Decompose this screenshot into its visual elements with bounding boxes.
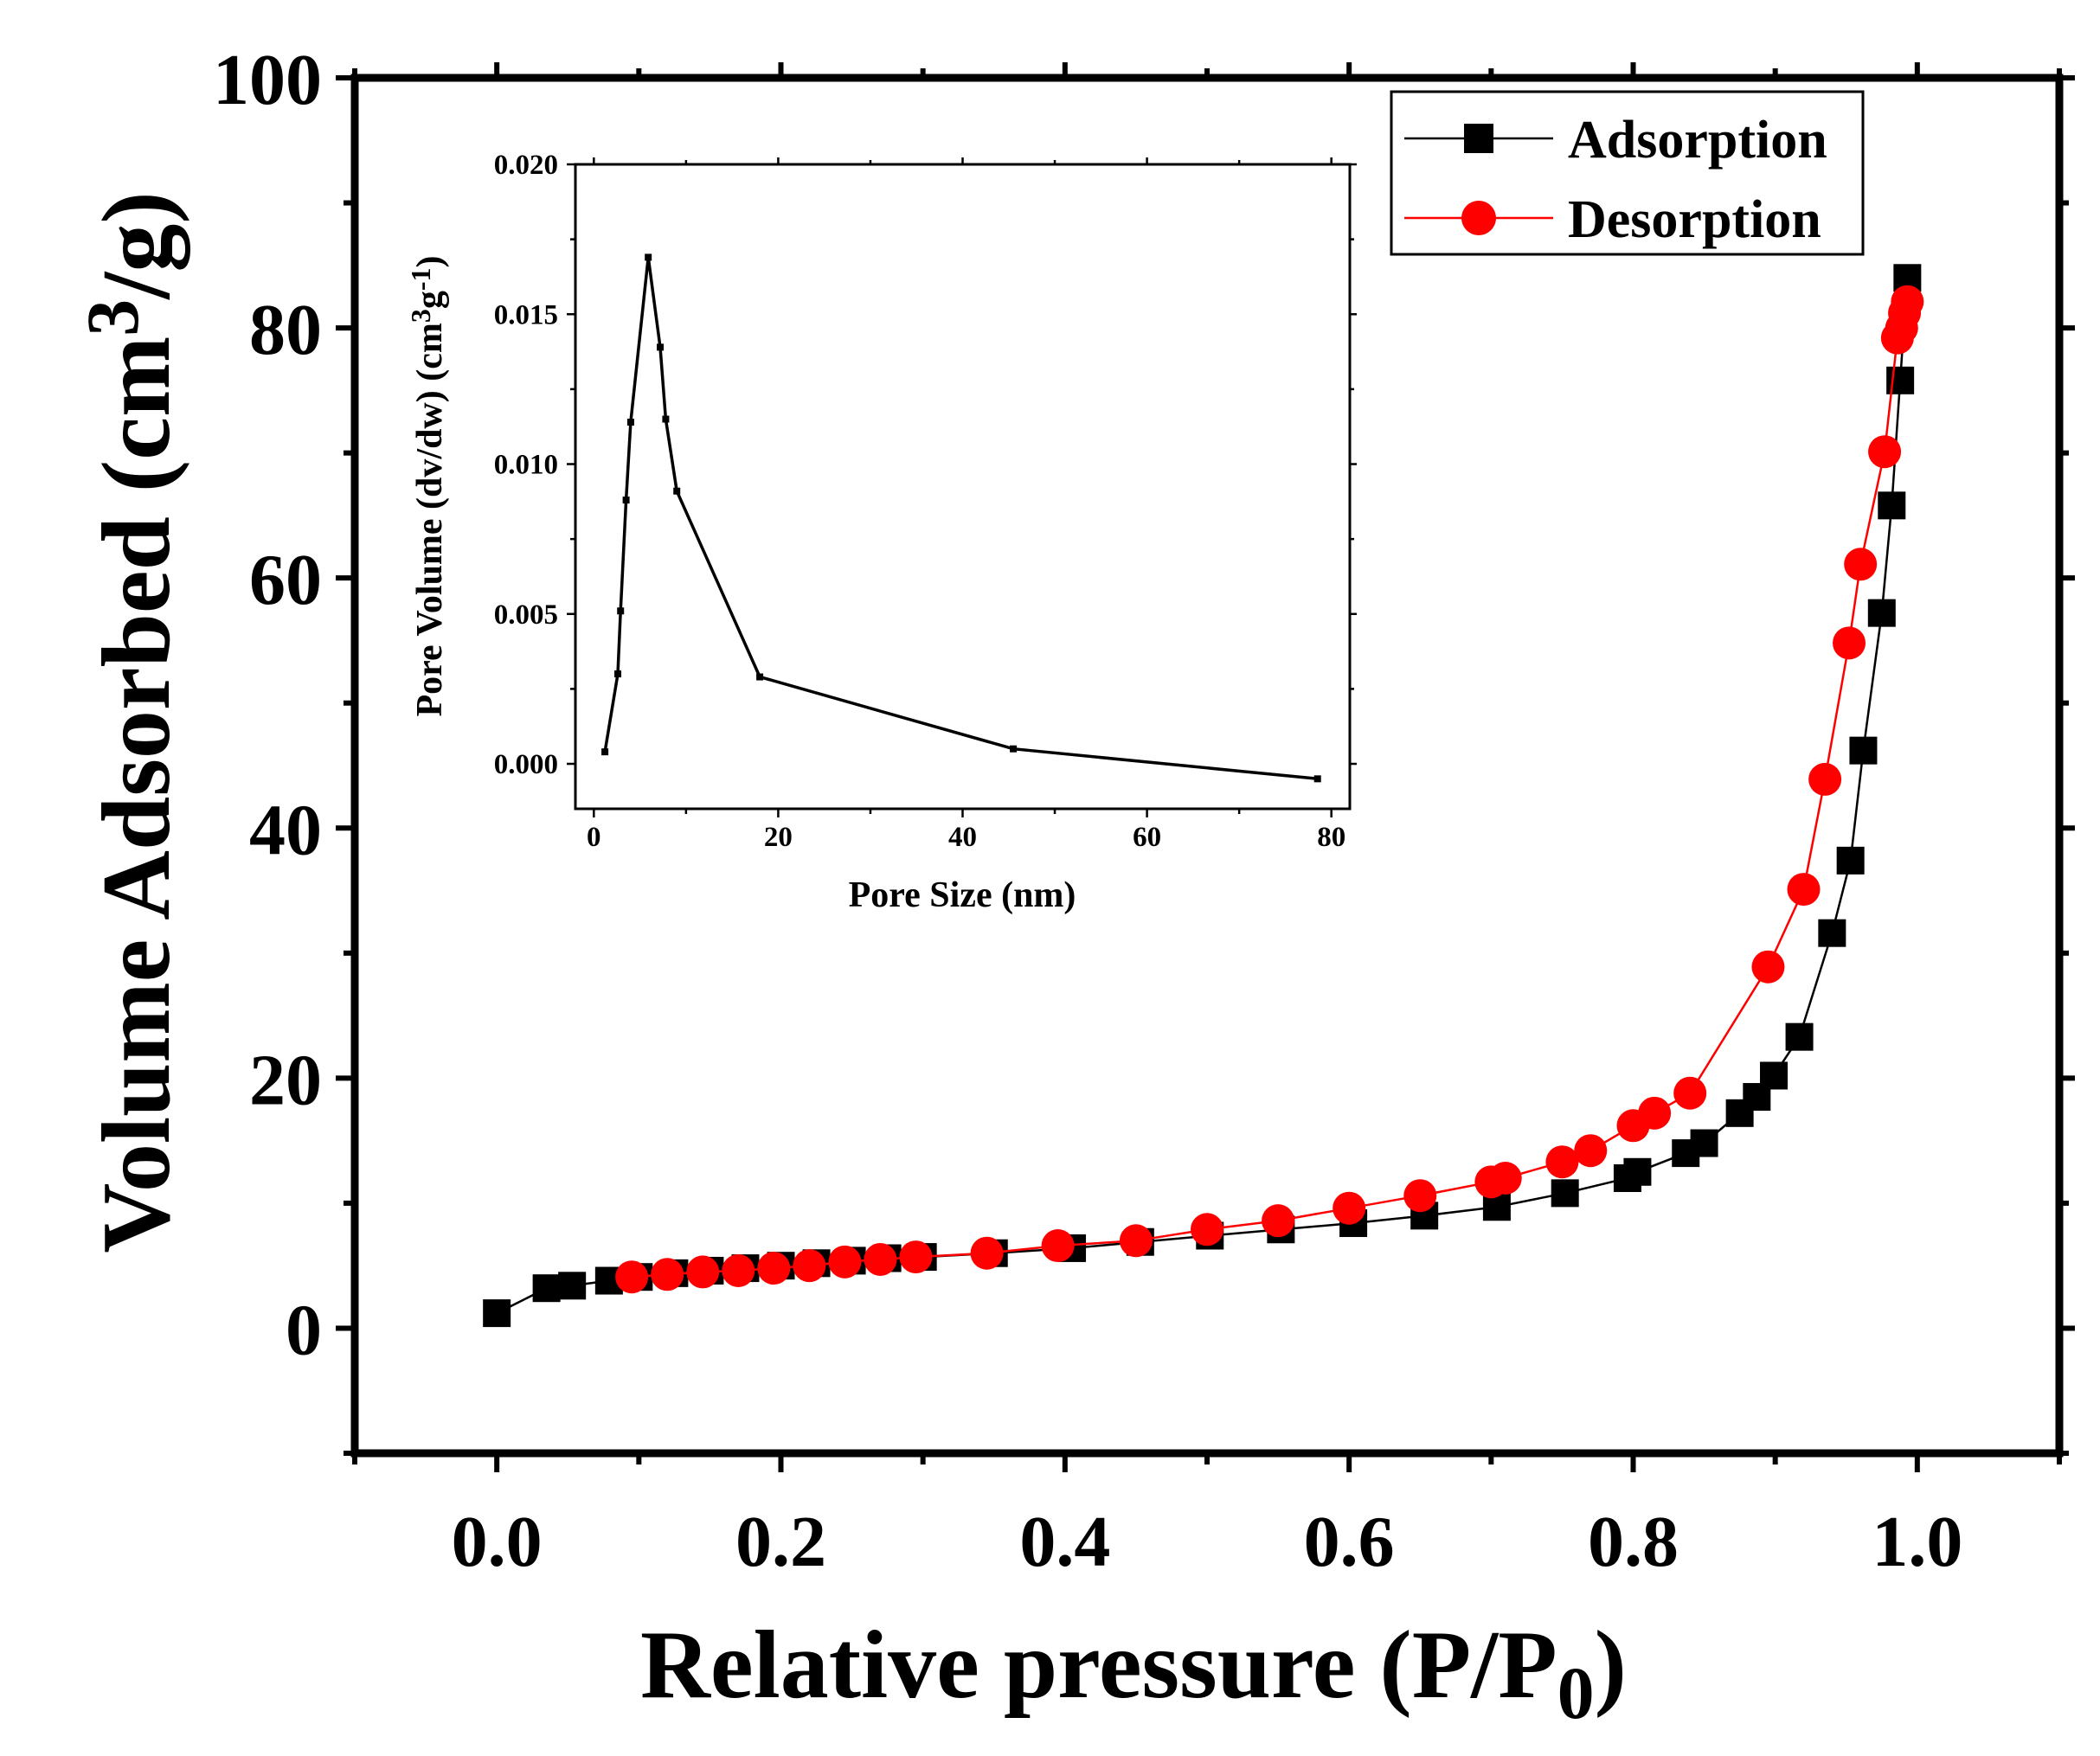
desorption-point xyxy=(1574,1134,1608,1168)
adsorption-point xyxy=(1760,1061,1789,1090)
main-y-axis-label: Volume Adsorbed (cm3/g) xyxy=(71,191,190,1253)
x-tick-label: 0.2 xyxy=(735,1502,826,1582)
inset-series xyxy=(601,253,1321,783)
adsorption-point xyxy=(1623,1157,1652,1186)
desorption-point xyxy=(970,1236,1004,1270)
desorption-point xyxy=(1333,1191,1366,1225)
adsorption-point xyxy=(558,1272,587,1300)
desorption-point xyxy=(1119,1224,1153,1258)
inset-x-tick-label: 80 xyxy=(1317,822,1345,853)
inset-x-tick-label: 60 xyxy=(1133,822,1161,853)
inset-pore-volume-line xyxy=(603,257,1318,781)
inset-pore-volume-point xyxy=(601,748,609,756)
inset-y-axis-label: Pore Volume (dv/dw) (cm3g-1) xyxy=(405,255,450,716)
adsorption-point xyxy=(1878,491,1906,520)
inset-y-tick-label: 0.005 xyxy=(494,599,558,631)
inset-y-tick-label: 0.015 xyxy=(494,299,558,330)
desorption-point xyxy=(1262,1204,1295,1238)
adsorption-point xyxy=(483,1299,511,1328)
inset-pore-volume-point xyxy=(1313,775,1321,783)
legend-adsorption-marker xyxy=(1464,124,1493,153)
desorption-point xyxy=(1545,1145,1579,1179)
desorption-point xyxy=(757,1252,791,1285)
desorption-point xyxy=(828,1245,862,1279)
desorption-point xyxy=(793,1249,826,1283)
inset-y-tick-label: 0.000 xyxy=(494,749,558,780)
inset-chart: 0 20 40 60 80 0.000 0.005 0.010 0.015 0.020 Pore … xyxy=(405,150,1357,915)
desorption-point xyxy=(722,1253,755,1287)
legend-desorption-label: Desorption xyxy=(1568,190,1821,249)
desorption-point xyxy=(1191,1213,1223,1247)
inset-pore-volume-point xyxy=(617,607,625,615)
inset-x-axis-label: Pore Size (nm) xyxy=(849,875,1076,915)
desorption-point xyxy=(1403,1179,1437,1213)
desorption-point xyxy=(1751,950,1785,984)
desorption-point xyxy=(615,1260,649,1294)
inset-x-tick-label: 40 xyxy=(948,822,977,853)
y-tick-label: 80 xyxy=(249,290,322,370)
adsorption-point xyxy=(1836,846,1865,875)
inset-pore-volume-point xyxy=(673,487,681,495)
desorption-point xyxy=(899,1240,933,1274)
inset-pore-volume-point xyxy=(662,415,670,423)
adsorption-point xyxy=(1818,919,1846,947)
inset-pore-volume-point xyxy=(756,673,764,681)
x-tick-label: 0.6 xyxy=(1304,1502,1395,1582)
desorption-point xyxy=(1891,285,1924,318)
desorption-point xyxy=(1787,873,1821,907)
legend: Adsorption Desorption xyxy=(1390,90,1865,256)
y-tick-label: 100 xyxy=(213,40,322,120)
x-tick-label: 0.4 xyxy=(1019,1502,1110,1582)
y-tick-label: 60 xyxy=(249,540,322,620)
adsorption-point xyxy=(1551,1179,1579,1208)
desorption-point xyxy=(1868,435,1902,469)
x-tick-label: 1.0 xyxy=(1872,1502,1962,1582)
desorption-point xyxy=(1673,1076,1707,1110)
inset-pore-volume-point xyxy=(626,419,634,426)
main-x-axis-label: Relative pressure (P/P0) xyxy=(640,1612,1627,1734)
y-tick-label: 0 xyxy=(286,1290,322,1370)
legend-adsorption-label: Adsorption xyxy=(1568,111,1827,170)
adsorption-point xyxy=(532,1274,561,1303)
inset-y-tick-label: 0.020 xyxy=(494,150,558,181)
y-tick-label: 20 xyxy=(249,1040,322,1120)
adsorption-point xyxy=(1849,736,1878,765)
inset-ticks: 0 20 40 60 80 0.000 0.005 0.010 0.015 0.020 xyxy=(494,150,1357,853)
inset-y-tick-label: 0.010 xyxy=(494,450,558,481)
inset-x-tick-label: 20 xyxy=(764,822,793,853)
desorption-point xyxy=(1844,548,1878,581)
desorption-point xyxy=(864,1242,897,1276)
inset-plot-background xyxy=(575,164,1350,809)
inset-x-tick-label: 0 xyxy=(587,822,601,853)
inset-pore-volume-point xyxy=(614,670,622,678)
desorption-point xyxy=(651,1258,684,1291)
adsorption-point xyxy=(1867,599,1896,627)
y-tick-label: 40 xyxy=(249,790,322,870)
x-tick-label: 0.0 xyxy=(452,1502,543,1582)
desorption-point xyxy=(1833,626,1866,660)
adsorption-point xyxy=(1785,1022,1814,1051)
desorption-point xyxy=(686,1255,720,1289)
desorption-point xyxy=(1041,1229,1075,1263)
inset-pore-volume-point xyxy=(645,253,652,261)
legend-desorption-marker xyxy=(1461,201,1496,235)
main-series xyxy=(483,264,1924,1328)
desorption-point xyxy=(1808,762,1842,796)
inset-pore-volume-point xyxy=(657,343,665,351)
desorption-point xyxy=(1638,1096,1672,1130)
inset-pore-volume-point xyxy=(1010,745,1018,753)
main-ticks: 0.0 0.2 0.4 0.6 0.8 1.0 0 20 40 60 80 100 xyxy=(213,40,2075,1582)
desorption-point xyxy=(1488,1162,1522,1195)
adsorption-point xyxy=(1690,1129,1718,1157)
inset-pore-volume-point xyxy=(622,497,630,504)
x-tick-label: 0.8 xyxy=(1588,1502,1679,1582)
